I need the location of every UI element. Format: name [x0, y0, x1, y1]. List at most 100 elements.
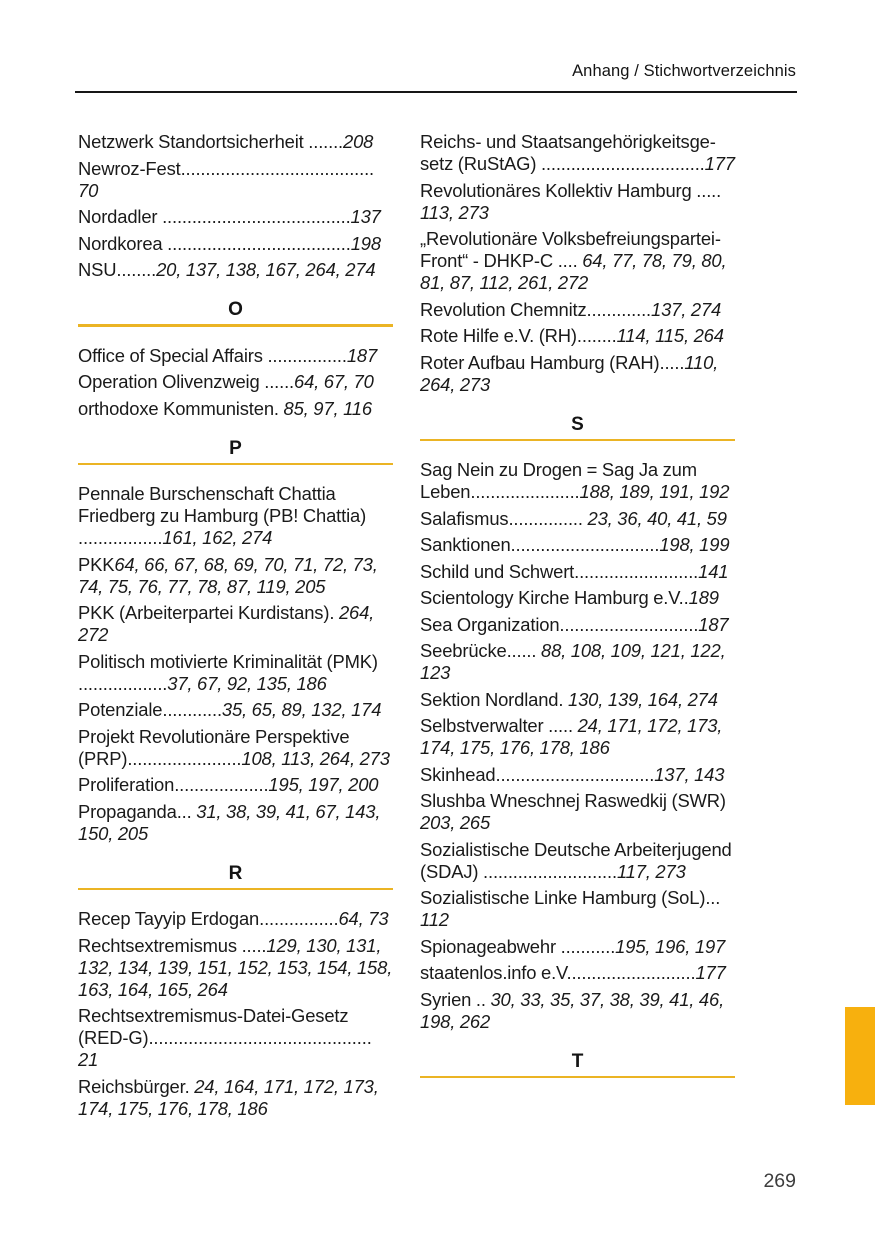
entry-term: Rechtsextremismus — [78, 934, 237, 956]
entry-page-numbers: 88, 108, 109, 121, 122, 123 — [420, 640, 726, 683]
section-letter: R — [228, 862, 243, 884]
entry-page-numbers: 195, 197, 200 — [268, 774, 379, 795]
section-header: R — [78, 862, 393, 890]
entry-page-numbers: 177 — [695, 962, 726, 983]
index-entry: Pennale Burschenschaft Chattia Friedberg… — [78, 483, 393, 549]
entry-leader-dots: ....................................... — [180, 157, 375, 179]
index-entry: Roter Aufbau Hamburg (RAH).....110, 264,… — [420, 352, 735, 396]
entry-leader-dots: ................................ — [495, 763, 655, 785]
entry-term: Operation Olivenzweig — [78, 371, 260, 392]
entry-term: Sozialistische Deutsche Arbeiterju­gend … — [420, 838, 732, 882]
entry-term: Nordadler — [78, 206, 158, 227]
entry-term: Sag Nein zu Drogen = Sag Ja zum Leben — [420, 459, 697, 502]
entry-page-numbers: 189 — [688, 587, 719, 608]
index-entry: Recep Tayyip Erdogan................64, … — [78, 908, 393, 930]
index-entry: Office of Special Affairs ..............… — [78, 345, 393, 367]
entry-term: Proliferation — [78, 774, 175, 795]
entry-term: Rechtsextremismus-Datei-Gesetz (RED-G) — [78, 1005, 349, 1048]
index-entry: Nordadler ..............................… — [78, 206, 393, 228]
entry-term: Projekt Revolutionäre Perspektive (PRP) — [78, 725, 350, 769]
index-entry: Selbstverwalter ..... 24, 171, 172, 173,… — [420, 715, 735, 759]
index-entry: Revolutionäres Kollektiv Hamburg ..... 1… — [420, 180, 735, 224]
index-entry: Propaganda... 31, 38, 39, 41, 67, 143, 1… — [78, 801, 393, 845]
entry-term: Salafismus — [420, 507, 509, 529]
entry-term: Roter Aufbau Hamburg (RAH) — [420, 351, 660, 373]
index-entry: Spionageabwehr ...........195, 196, 197 — [420, 936, 735, 958]
entry-term: Slushba Wneschnej Raswedkij (SWR) — [420, 790, 726, 811]
entry-term: Nordkorea — [78, 232, 163, 254]
entry-page-numbers: 187 — [346, 344, 378, 366]
entry-term: PKK (Arbeiterpartei Kurdistans) — [78, 602, 330, 623]
entry-term: Rote Hilfe e.V. (RH) — [420, 325, 577, 346]
entry-term: Revolution Chemnitz — [420, 298, 587, 320]
index-entry: Schild und Schwert......................… — [420, 561, 735, 583]
entry-term: PKK — [78, 553, 115, 575]
entry-page-numbers: 187 — [698, 613, 729, 635]
entry-term: orthodoxe Kommunisten — [78, 397, 274, 419]
entry-leader-dots: .......................... — [566, 962, 696, 983]
index-entry: Rechtsextremismus .....129, 130, 131, 13… — [78, 935, 393, 1001]
section-rule — [78, 887, 393, 890]
index-entry: Syrien .. 30, 33, 35, 37, 38, 39, 41, 46… — [420, 989, 735, 1033]
entry-page-numbers: 35, 65, 89, 132, 174 — [221, 699, 382, 720]
entry-page-numbers: 117, 273 — [616, 860, 686, 882]
entry-leader-dots: . — [683, 587, 689, 608]
page-number: 269 — [763, 1170, 796, 1192]
index-entry: Reichsbürger. 24, 164, 171, 172, 173, 17… — [78, 1076, 393, 1120]
entry-page-numbers: 30, 33, 35, 37, 38, 39, 41, 46, 198, 262 — [420, 988, 725, 1032]
entry-page-numbers: 64, 66, 67, 68, 69, 70, 71, 72, 73, 74, … — [78, 553, 378, 597]
entry-leader-dots: . — [273, 397, 284, 419]
index-entry: Rote Hilfe e.V. (RH)........114, 115, 26… — [420, 325, 735, 347]
index-entry: Netzwerk Standortsicherheit .......208 — [78, 131, 393, 153]
entry-page-numbers: 24, 171, 172, 173, 174, 175, 176, 178, 1… — [420, 715, 723, 758]
entry-term: staatenlos.info e.V — [420, 962, 567, 983]
entry-leader-dots: ..... — [236, 934, 267, 956]
entry-term: Pennale Burschenschaft Chattia Friedberg… — [78, 483, 367, 526]
index-entry: Sag Nein zu Drogen = Sag Ja zum Leben...… — [420, 459, 735, 503]
entry-page-numbers: 70 — [78, 179, 99, 201]
entry-term: Selbstverwalter — [420, 715, 544, 736]
entry-leader-dots: ...... — [259, 371, 294, 392]
entry-term: Newroz-Fest — [78, 157, 181, 179]
entry-term: Potenziale — [78, 699, 163, 720]
index-entry: Reichs- und Staatsangehörigkeitsge­setz … — [420, 131, 735, 175]
entry-term: Revolutionäres Kollektiv Hamburg — [420, 179, 692, 201]
entry-leader-dots: .. — [471, 988, 491, 1010]
entry-page-numbers: 198 — [350, 232, 381, 254]
index-entry: Seebrücke...... 88, 108, 109, 121, 122, … — [420, 640, 735, 684]
entry-page-numbers: 108, 113, 264, 273 — [241, 747, 390, 769]
entry-leader-dots: ..... — [659, 351, 685, 373]
entry-page-numbers: 161, 162, 274 — [162, 527, 273, 548]
section-rule — [420, 1075, 735, 1078]
section-header: P — [78, 438, 393, 465]
index-entry: Salafismus............... 23, 36, 40, 41… — [420, 508, 735, 530]
entry-term: Office of Special Affairs — [78, 344, 263, 366]
index-entry: Slushba Wneschnej Raswedkij (SWR) 203, 2… — [420, 790, 735, 834]
entry-leader-dots: ...... — [506, 640, 541, 661]
entry-page-numbers: 64, 77, 78, 79, 80, 81, 87, 112, 261, 27… — [420, 250, 727, 293]
entry-leader-dots: ................... — [174, 774, 269, 795]
entry-term: Netzwerk Standortsicherheit — [78, 131, 304, 152]
entry-leader-dots: ................. — [78, 527, 163, 548]
index-entry: Operation Olivenzweig ......64, 67, 70 — [78, 371, 393, 393]
index-entry: Projekt Revolutionäre Perspektive (PRP).… — [78, 726, 393, 770]
index-entry: Nordkorea ..............................… — [78, 233, 393, 255]
entry-leader-dots: ........................... — [478, 860, 617, 882]
entry-leader-dots: .... — [553, 250, 583, 271]
index-entry: PKK64, 66, 67, 68, 69, 70, 71, 72, 73, 7… — [78, 554, 393, 598]
entry-page-numbers: 203, 265 — [420, 812, 491, 833]
entry-leader-dots: ............. — [586, 298, 652, 320]
entry-leader-dots: ........... — [555, 935, 616, 957]
entry-leader-dots: .................. — [78, 672, 168, 694]
entry-page-numbers: 141 — [698, 560, 729, 582]
entry-page-numbers: 137, 274 — [651, 298, 722, 320]
entry-term: Skinhead — [420, 763, 496, 785]
entry-page-numbers: 129, 130, 131, 132, 134, 139, 151, 152, … — [78, 934, 393, 1000]
entry-leader-dots: ..... — [543, 715, 578, 736]
entry-term: Schild und Schwert — [420, 560, 575, 582]
entry-page-numbers: 20, 137, 138, 167, 264, 274 — [156, 259, 376, 280]
index-entry: Rechtsextremismus-Datei-Gesetz (RED-G)..… — [78, 1005, 393, 1071]
section-rule — [78, 324, 393, 327]
entry-term: Seebrücke — [420, 640, 507, 661]
section-rule — [78, 462, 393, 465]
